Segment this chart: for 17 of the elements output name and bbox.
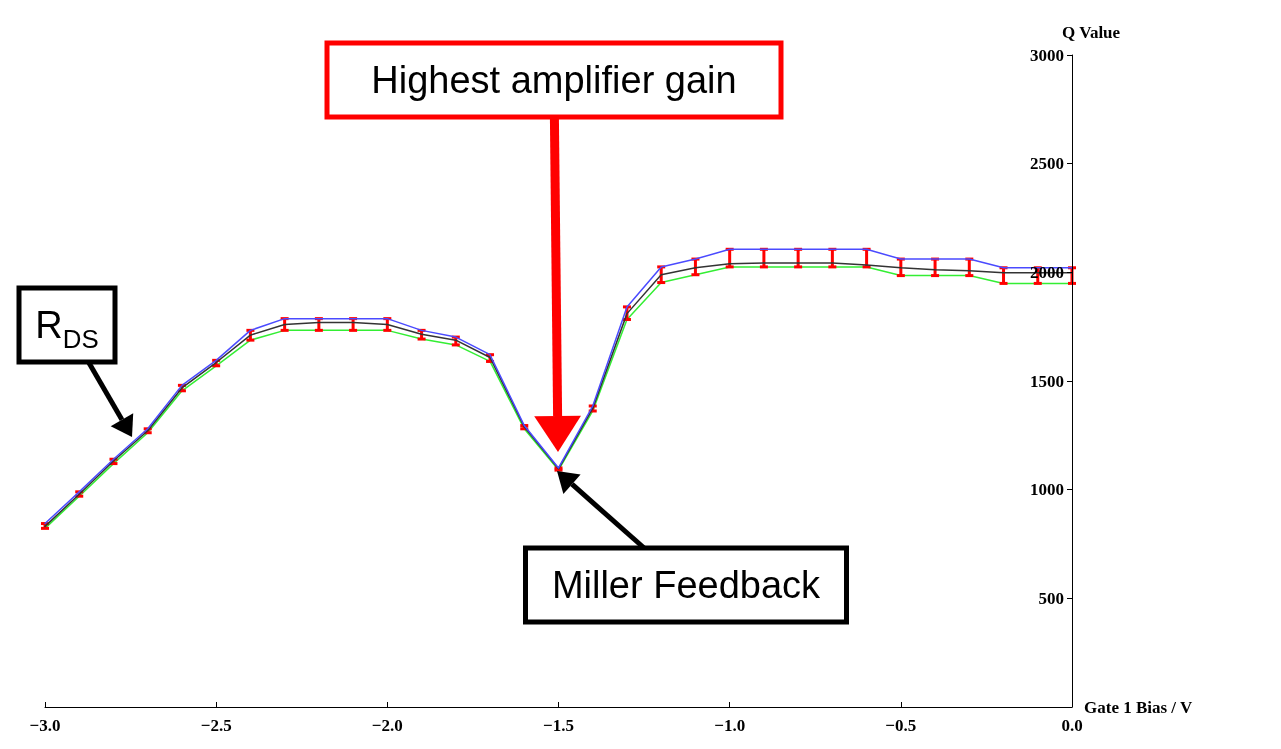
x-axis-title: Gate 1 Bias / V: [1084, 697, 1194, 717]
x-tick-label: −1.5: [543, 716, 574, 735]
x-tick-label: −2.5: [200, 716, 232, 735]
x-tick-label: −1.0: [714, 716, 746, 735]
y-tick-label: 2500: [1030, 154, 1064, 174]
y-tick-label: 500: [1038, 588, 1064, 608]
y-tick-label: 1000: [1030, 480, 1064, 500]
y-axis-title: Q Value: [1062, 23, 1121, 42]
annotation: R$_{DS}$: [35, 304, 99, 353]
x-tick-label: −2.0: [371, 716, 403, 735]
x-tick-label: −3.0: [29, 716, 61, 735]
x-tick-label: −0.5: [885, 716, 917, 735]
y-tick-label: 3000: [1030, 45, 1064, 65]
annotation: Miller Feedback: [551, 564, 822, 606]
y-tick-label: 1500: [1030, 371, 1064, 391]
annotation: Highest amplifier gain: [371, 59, 737, 101]
x-tick-label: 0.0: [1061, 716, 1083, 735]
